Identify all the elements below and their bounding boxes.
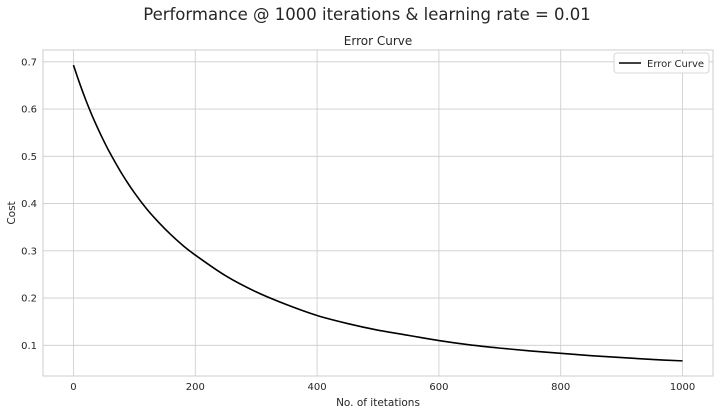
x-tick-label: 1000 [670, 382, 695, 393]
y-tick-labels: 0.1 0.2 0.3 0.4 0.5 0.6 0.7 [21, 57, 37, 351]
legend-label: Error Curve [647, 59, 704, 70]
x-axis-label: No. of itetations [336, 397, 420, 409]
x-tick-label: 600 [429, 382, 448, 393]
plot-area [42, 49, 714, 377]
chart-title: Error Curve [344, 34, 412, 48]
x-tick-labels: 0 200 400 600 800 1000 [70, 382, 695, 393]
grid-lines [43, 50, 713, 376]
legend: Error Curve [613, 52, 710, 74]
x-tick-label: 200 [186, 382, 205, 393]
y-tick-label: 0.1 [21, 341, 37, 352]
y-tick-label: 0.2 [21, 294, 37, 305]
series-layer [72, 64, 683, 362]
y-tick-label: 0.5 [21, 152, 37, 163]
y-tick-label: 0.6 [21, 105, 37, 116]
figure-suptitle: Performance @ 1000 iterations & learning… [143, 5, 591, 24]
y-tick-label: 0.7 [21, 57, 37, 68]
series-line-error-curve [72, 64, 683, 362]
y-tick-label: 0.4 [21, 199, 37, 210]
legend-box [613, 52, 710, 74]
x-tick-label: 0 [70, 382, 76, 393]
y-axis-label: Cost [6, 201, 18, 224]
x-tick-label: 400 [308, 382, 327, 393]
y-tick-label: 0.3 [21, 246, 37, 257]
x-tick-label: 800 [551, 382, 570, 393]
